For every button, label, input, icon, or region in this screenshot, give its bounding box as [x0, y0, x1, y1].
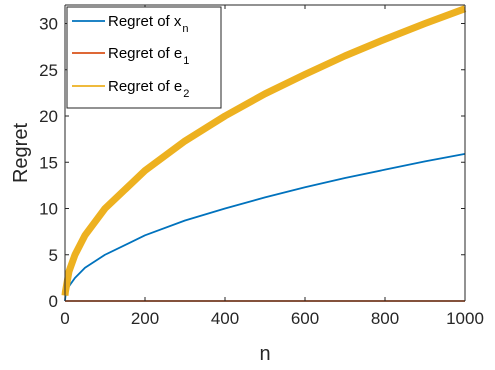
x-tick-label: 400 [211, 309, 239, 328]
y-tick-label: 5 [49, 246, 58, 265]
legend-label-3: Regret of e [108, 78, 182, 95]
y-tick-label: 30 [39, 15, 58, 34]
series-line-1 [64, 153, 466, 302]
legend-label-1: Regret of x [108, 13, 182, 30]
legend-subscript-3: 2 [183, 88, 189, 100]
x-tick-label: 0 [60, 309, 69, 328]
y-axis-label: Regret [10, 123, 32, 183]
x-tick-label: 600 [291, 309, 319, 328]
y-axis-ticks: 0 5 10 15 20 25 30 [39, 15, 465, 311]
legend-subscript-1: n [182, 23, 188, 35]
x-tick-label: 800 [371, 309, 399, 328]
y-tick-label: 25 [39, 61, 58, 80]
legend-subscript-2: 1 [183, 55, 189, 67]
y-tick-label: 20 [39, 107, 58, 126]
legend-box [66, 6, 222, 109]
y-tick-label: 15 [39, 153, 58, 172]
x-axis-label: n [259, 343, 270, 365]
legend-label-2: Regret of e [108, 45, 182, 62]
y-tick-label: 10 [39, 200, 58, 219]
axis-box [64, 4, 466, 302]
x-tick-label: 1000 [446, 309, 484, 328]
x-axis-ticks: 0 200 400 600 800 1000 [60, 5, 484, 328]
x-tick-label: 200 [131, 309, 159, 328]
y-tick-label: 0 [49, 292, 58, 311]
series-line-3 [61, 5, 467, 296]
